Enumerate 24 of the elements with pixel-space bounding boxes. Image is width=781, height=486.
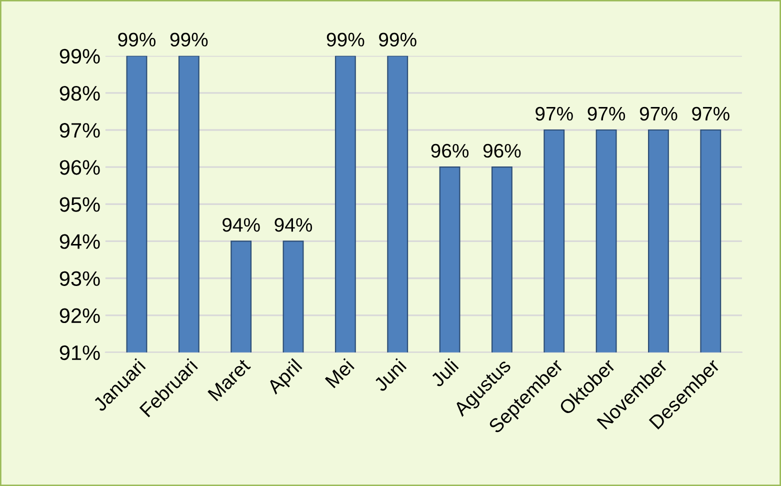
x-tick-label: Juli bbox=[429, 358, 459, 388]
data-label: 94% bbox=[222, 218, 260, 232]
y-tick-label: 97% bbox=[60, 123, 100, 138]
data-label: 97% bbox=[640, 106, 678, 121]
data-label: 97% bbox=[692, 106, 730, 121]
data-label: 97% bbox=[536, 106, 573, 121]
y-tick-label: 95% bbox=[60, 197, 100, 212]
y-tick-label: 99% bbox=[60, 48, 100, 64]
x-tick-label: Juni bbox=[372, 358, 407, 392]
data-label: 97% bbox=[588, 106, 626, 121]
data-label: 99% bbox=[326, 32, 364, 46]
y-tick-label: 98% bbox=[60, 86, 100, 101]
y-tick-label: 94% bbox=[60, 234, 100, 249]
y-tick-label: 91% bbox=[60, 345, 100, 360]
data-label: 96% bbox=[483, 144, 521, 158]
y-tick-label: 96% bbox=[60, 160, 100, 175]
data-label: 94% bbox=[274, 218, 312, 232]
data-label: 99% bbox=[170, 32, 208, 46]
data-label: 99% bbox=[379, 32, 416, 46]
y-tick-label: 92% bbox=[60, 308, 100, 324]
data-label: 96% bbox=[431, 144, 469, 158]
y-tick-label: 93% bbox=[60, 271, 100, 286]
data-label: 99% bbox=[118, 32, 156, 46]
x-tick-label: Mei bbox=[324, 358, 355, 388]
